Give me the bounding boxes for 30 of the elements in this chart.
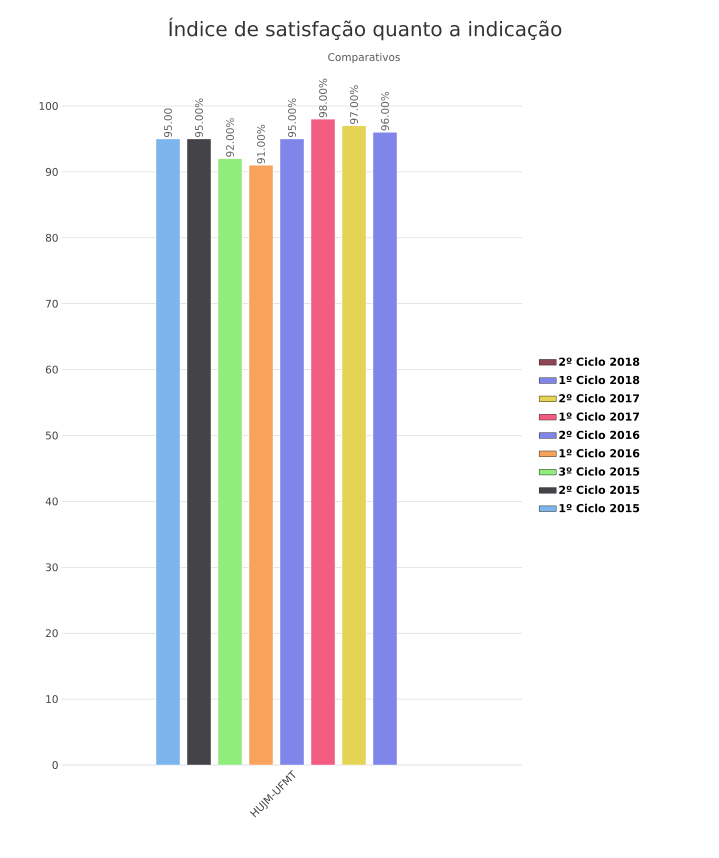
data-label: 92.00%: [226, 118, 234, 157]
y-tick-label: 20: [46, 629, 58, 638]
y-tick-label: 30: [46, 563, 58, 572]
y-tick-label: 70: [46, 300, 58, 308]
y-tick-label: 60: [46, 366, 58, 374]
data-label: 96.00%: [381, 92, 389, 130]
data-label: 91.00%: [257, 124, 265, 164]
y-tick-label: 40: [46, 497, 58, 506]
legend-label: 2º Ciclo 2017: [559, 394, 640, 402]
legend-label: 2º Ciclo 2016: [559, 430, 640, 440]
data-label: 95.00%: [288, 98, 296, 138]
y-tick-label: 10: [46, 695, 58, 704]
data-label: 97.00%: [350, 85, 358, 124]
legend-label: 1º Ciclo 2018: [560, 376, 640, 384]
legend-label: 1º Ciclo 2017: [560, 412, 640, 421]
data-label: 95.00%: [195, 98, 203, 138]
legend-label: 3º Ciclo 2015: [559, 467, 640, 476]
y-tick-label: 50: [46, 432, 58, 440]
data-label: 98.00%: [319, 78, 327, 118]
legend-label: 1º Ciclo 2015: [560, 504, 640, 512]
data-label: 95.00: [164, 108, 172, 138]
legend-label: 2º Ciclo 2015: [559, 486, 640, 494]
chart-title: Índice de satisfação quanto a indicação: [169, 18, 562, 40]
y-tick-label: 90: [46, 168, 58, 176]
y-tick-label: 100: [40, 102, 58, 110]
y-tick-label: 80: [46, 234, 58, 242]
legend-label: 1º Ciclo 2016: [560, 448, 640, 458]
y-tick-label: 0: [52, 761, 58, 769]
chart-subtitle: Comparativos: [328, 52, 400, 64]
legend-label: 2º Ciclo 2018: [559, 357, 640, 366]
